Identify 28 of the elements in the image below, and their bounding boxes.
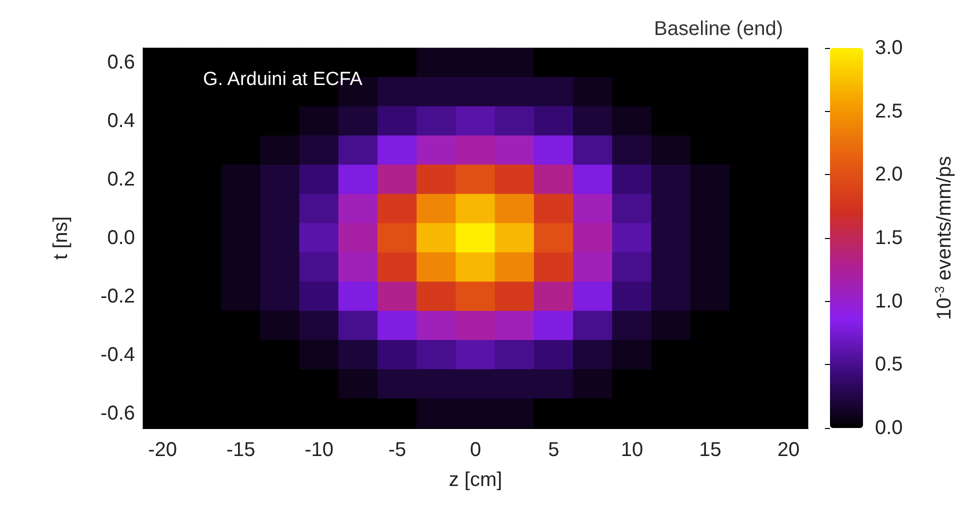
color-bar-label: 0.5	[875, 354, 903, 376]
y-tick-label: -0.4	[100, 344, 135, 366]
x-tick-label: 20	[777, 439, 800, 461]
x-axis-title: z [cm]	[448, 469, 502, 491]
chart-title: Baseline (end)	[654, 18, 784, 40]
color-bar-label: 0.0	[875, 417, 903, 439]
x-tick-label: -20	[148, 439, 178, 461]
x-tick-label: 10	[620, 439, 644, 461]
y-tick-label: 0.4	[107, 110, 135, 132]
y-axis-title: t [ns]	[50, 216, 72, 260]
x-tick-label: 15	[699, 439, 722, 461]
x-tick-label: -5	[388, 439, 406, 461]
x-tick-label: -10	[304, 439, 334, 461]
y-tick-label: 0.6	[107, 52, 135, 74]
color-bar-label: 2.5	[875, 100, 903, 122]
y-tick-label: -0.6	[100, 402, 135, 424]
x-tick-label: 0	[470, 439, 482, 461]
color-bar-label: 3.0	[875, 37, 903, 59]
color-bar-label: 1.5	[875, 227, 903, 249]
x-tick-label: -15	[226, 439, 256, 461]
annotation: G. Arduini at ECFA	[203, 69, 363, 90]
y-tick-label: -0.2	[100, 285, 135, 308]
y-tick-label: 0.0	[107, 227, 135, 249]
x-tick-label: 5	[548, 439, 560, 461]
color-bar-label: 2.0	[875, 164, 903, 186]
y-tick-label: 0.2	[107, 168, 135, 191]
color-bar-title: 10-3 events/mm/ps	[932, 156, 956, 320]
color-bar-label: 1.0	[875, 290, 903, 312]
